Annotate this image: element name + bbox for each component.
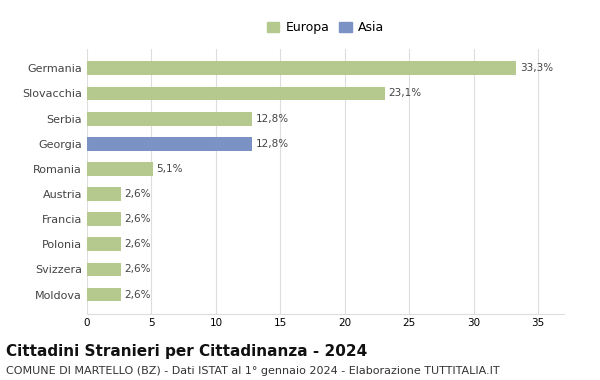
Text: 23,1%: 23,1% [389, 89, 422, 98]
Text: 12,8%: 12,8% [256, 139, 289, 149]
Text: 12,8%: 12,8% [256, 114, 289, 124]
Legend: Europa, Asia: Europa, Asia [264, 19, 387, 37]
Text: Cittadini Stranieri per Cittadinanza - 2024: Cittadini Stranieri per Cittadinanza - 2… [6, 344, 367, 359]
Bar [87, 187, 121, 201]
Bar [87, 87, 385, 100]
Text: 2,6%: 2,6% [124, 290, 151, 299]
Text: 2,6%: 2,6% [124, 239, 151, 249]
Bar [87, 112, 252, 125]
Text: 5,1%: 5,1% [157, 164, 183, 174]
Text: 33,3%: 33,3% [520, 63, 553, 73]
Bar [87, 212, 121, 226]
Bar [87, 162, 153, 176]
Bar [87, 137, 252, 150]
Text: 2,6%: 2,6% [124, 189, 151, 199]
Bar [87, 288, 121, 301]
Bar [87, 263, 121, 276]
Text: COMUNE DI MARTELLO (BZ) - Dati ISTAT al 1° gennaio 2024 - Elaborazione TUTTITALI: COMUNE DI MARTELLO (BZ) - Dati ISTAT al … [6, 366, 500, 375]
Text: 2,6%: 2,6% [124, 264, 151, 274]
Bar [87, 62, 516, 75]
Text: 2,6%: 2,6% [124, 214, 151, 224]
Bar [87, 238, 121, 251]
